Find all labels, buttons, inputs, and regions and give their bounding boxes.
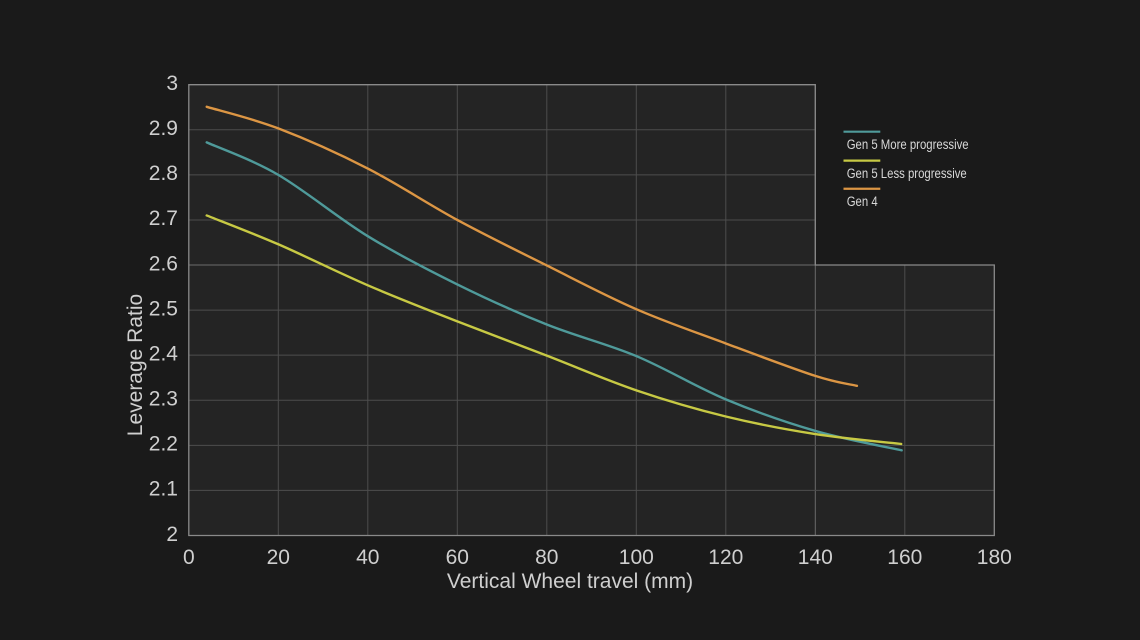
svg-text:0: 0: [183, 546, 195, 569]
svg-text:Gen 5 More progressive: Gen 5 More progressive: [847, 136, 969, 152]
svg-text:2.6: 2.6: [149, 253, 178, 276]
svg-text:2.7: 2.7: [149, 207, 178, 230]
svg-text:120: 120: [708, 546, 743, 569]
svg-text:160: 160: [887, 546, 922, 569]
svg-text:80: 80: [535, 546, 558, 569]
svg-text:Vertical Wheel travel (mm): Vertical Wheel travel (mm): [447, 570, 693, 593]
svg-text:2.9: 2.9: [149, 117, 178, 140]
svg-text:180: 180: [977, 546, 1012, 569]
svg-text:2.5: 2.5: [149, 298, 178, 321]
svg-text:2.3: 2.3: [149, 388, 178, 411]
svg-text:2: 2: [166, 523, 178, 546]
svg-text:3: 3: [166, 72, 178, 95]
svg-text:20: 20: [267, 546, 290, 569]
svg-text:2.1: 2.1: [149, 478, 178, 501]
svg-text:2.4: 2.4: [149, 343, 179, 366]
svg-text:60: 60: [446, 546, 469, 569]
svg-text:2.8: 2.8: [149, 162, 178, 185]
svg-text:100: 100: [619, 546, 654, 569]
svg-text:2.2: 2.2: [149, 433, 178, 456]
svg-text:Leverage Ratio: Leverage Ratio: [124, 294, 147, 436]
svg-text:Gen 5 Less progressive: Gen 5 Less progressive: [847, 165, 967, 181]
svg-text:140: 140: [798, 546, 833, 569]
svg-text:40: 40: [356, 546, 379, 569]
svg-text:Gen 4: Gen 4: [847, 193, 878, 209]
